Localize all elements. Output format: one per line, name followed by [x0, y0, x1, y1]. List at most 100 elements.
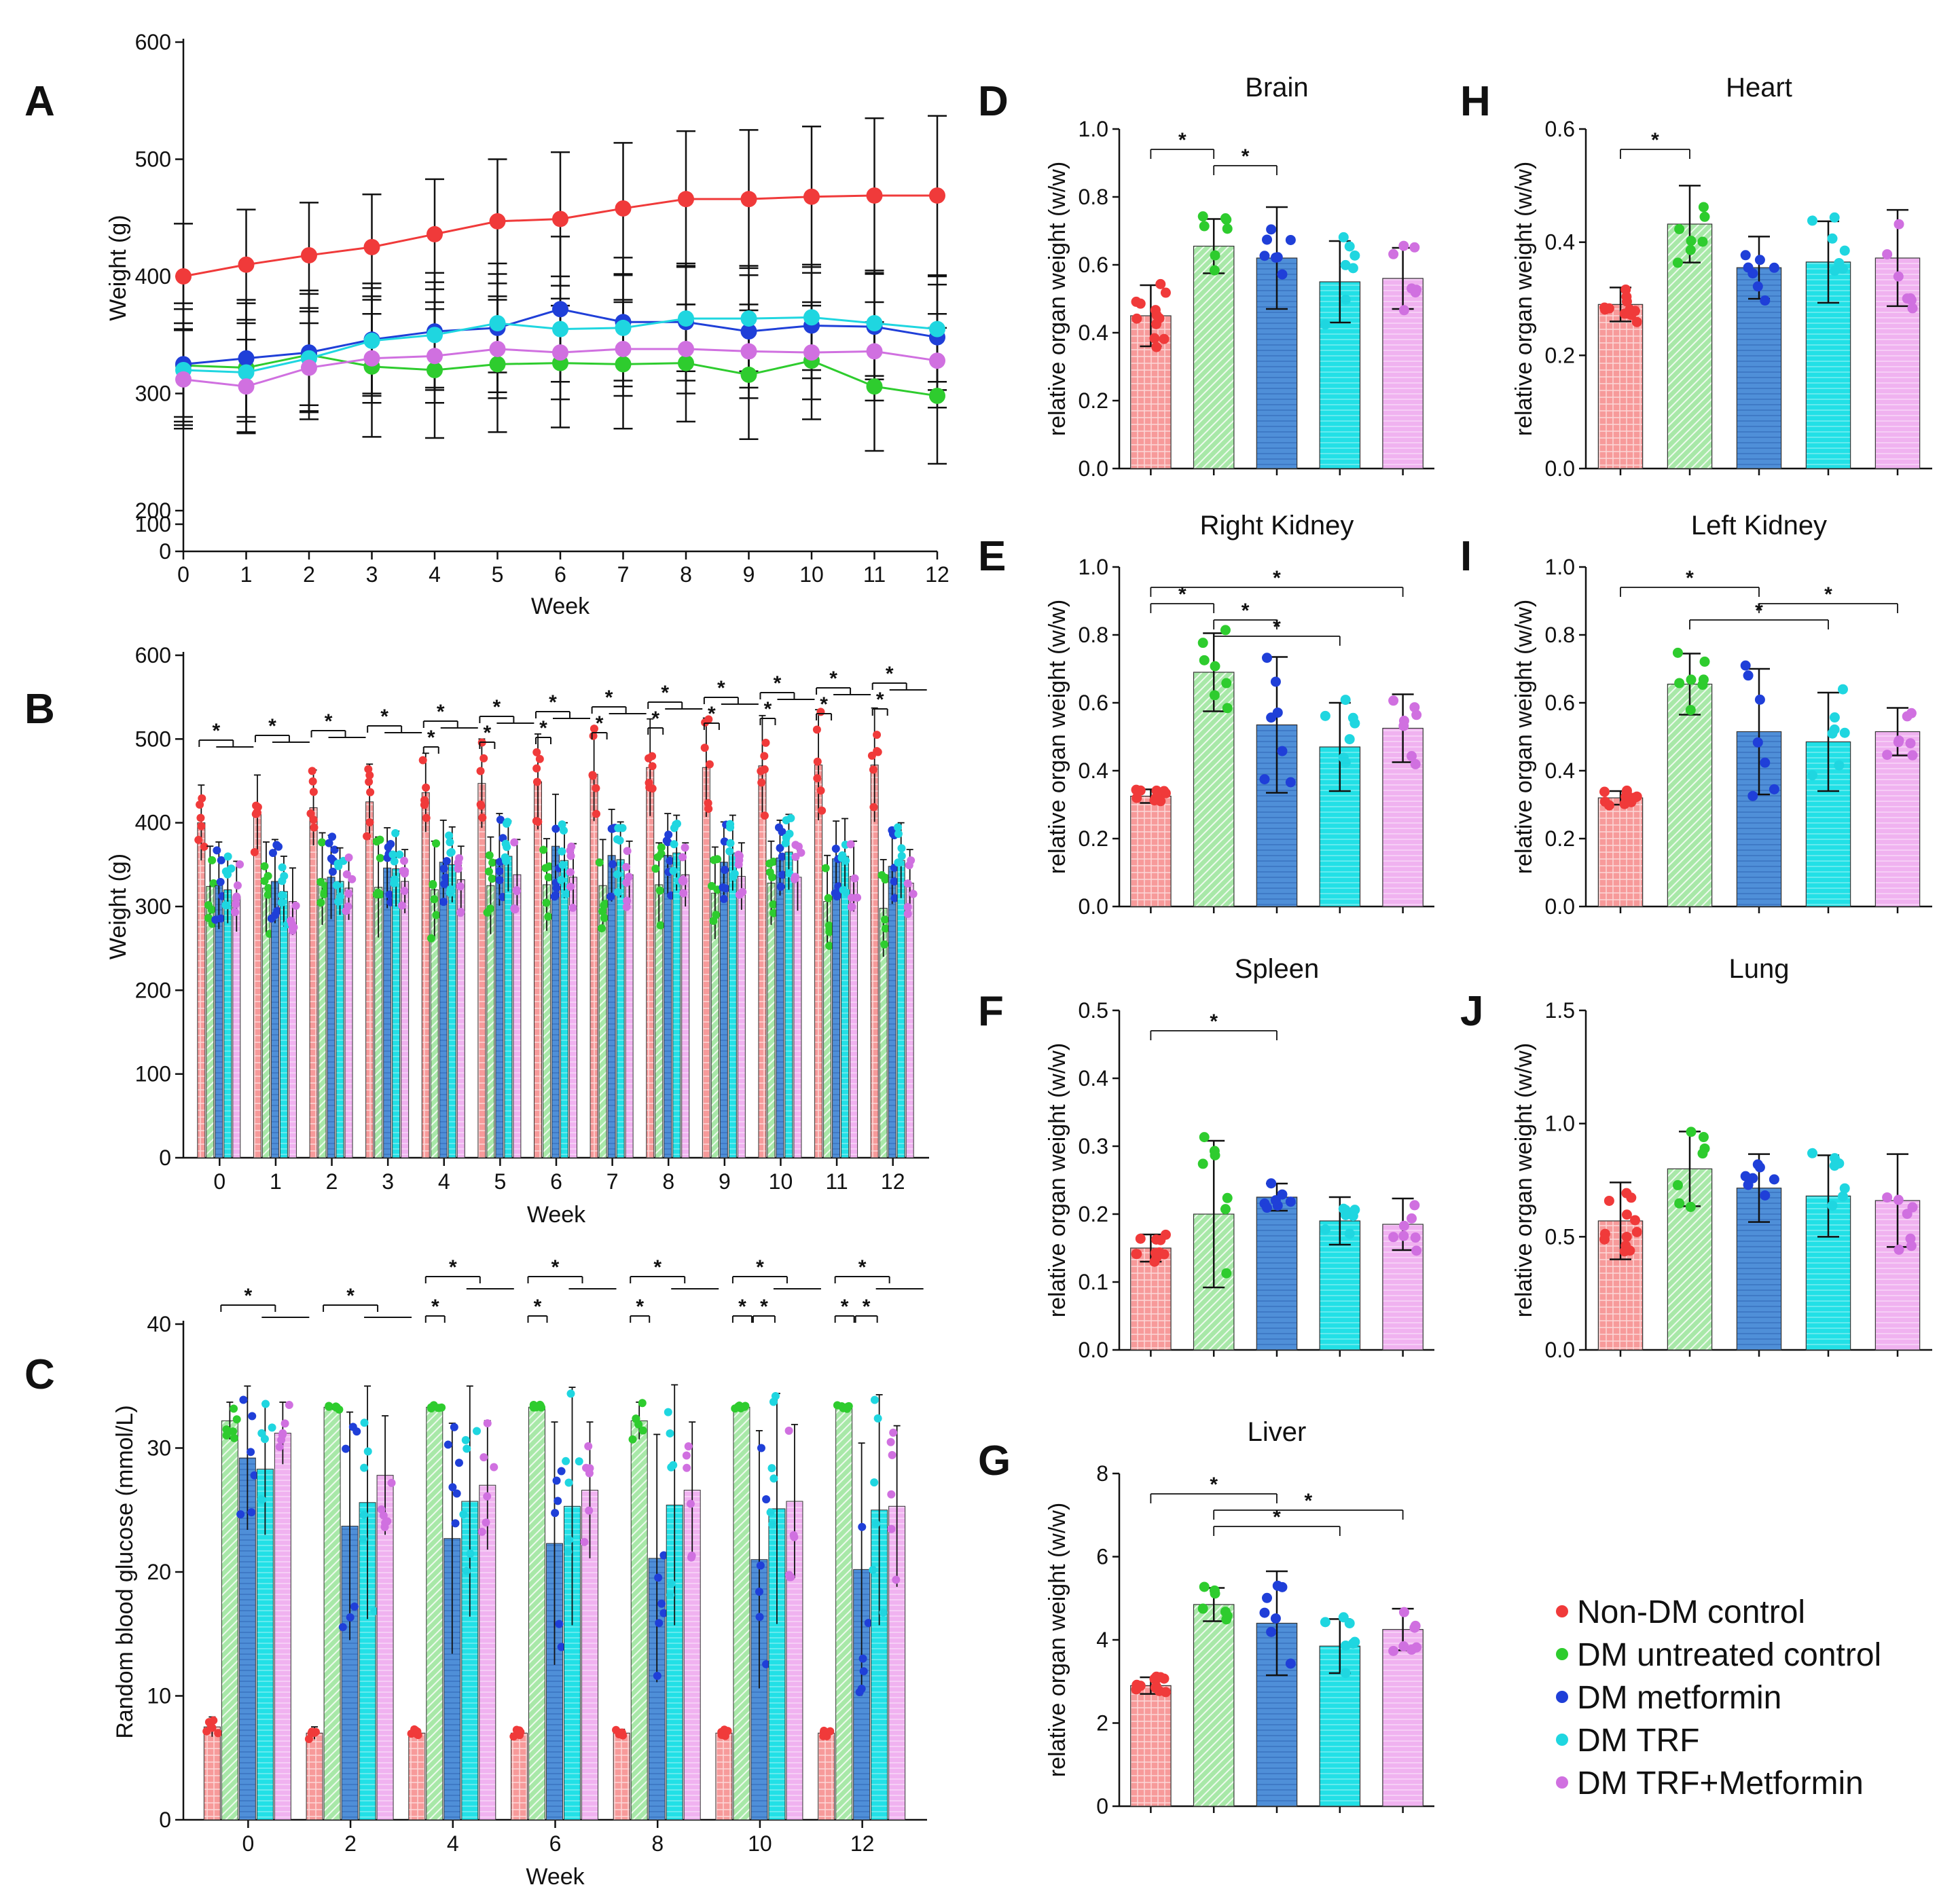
- b-bar-nondm: [253, 813, 261, 1158]
- b-bar-combo: [905, 882, 914, 1158]
- b-bar-combo: [456, 879, 465, 1158]
- b-datapoint-combo: [399, 866, 407, 875]
- b-datapoint-trf: [894, 858, 903, 867]
- b-datapoint-nondm: [648, 784, 657, 793]
- b-datapoint-met: [890, 894, 899, 902]
- b-bar-nondm: [870, 765, 879, 1158]
- org-f-datapoint-combo: [1406, 1213, 1417, 1224]
- c-datapoint-trf: [564, 1548, 573, 1556]
- b-bar-met: [327, 877, 336, 1158]
- b-bar-met: [383, 867, 392, 1158]
- legend-label-met: DM metformin: [1577, 1680, 1781, 1716]
- c-bar-nondm: [818, 1732, 835, 1820]
- b-datapoint-nondm: [700, 744, 709, 752]
- c-datapoint-combo: [278, 1431, 287, 1440]
- org-i-y-axis-title: relative organ weight (w/w): [1511, 600, 1537, 874]
- b-significance-star: *: [437, 701, 445, 723]
- b-x-tick-label: 12: [881, 1169, 905, 1194]
- c-datapoint-nondm: [202, 1727, 211, 1736]
- org-e-significance-star: *: [1273, 567, 1281, 589]
- b-bar-nondm: [197, 822, 206, 1158]
- b-y-tick-label: 200: [135, 978, 171, 1002]
- org-e-datapoint-dm: [1210, 661, 1220, 672]
- b-datapoint-dm: [320, 890, 329, 899]
- b-significance-pair-star: *: [820, 693, 828, 716]
- org-g-datapoint-combo: [1406, 1644, 1417, 1655]
- c-bar-nondm: [306, 1732, 323, 1820]
- org-i-significance-star: *: [1824, 583, 1832, 606]
- org-j-datapoint-trf: [1839, 1183, 1850, 1194]
- b-datapoint-trf: [390, 857, 399, 866]
- org-e-datapoint-trf: [1320, 710, 1330, 721]
- b-bar-nondm: [365, 801, 374, 1158]
- org-h-significance-star: *: [1651, 129, 1659, 151]
- org-i-significance-star: *: [1755, 600, 1763, 622]
- org-e-datapoint-trf: [1338, 752, 1349, 763]
- c-datapoint-combo: [683, 1463, 691, 1472]
- b-datapoint-nondm: [366, 788, 375, 797]
- c-bar-nondm: [511, 1732, 528, 1820]
- b-datapoint-trf: [502, 857, 511, 866]
- b-datapoint-dm: [657, 843, 666, 852]
- c-datapoint-trf: [870, 1395, 879, 1404]
- org-j-datapoint-met: [1760, 1190, 1771, 1201]
- org-d-datapoint-dm: [1222, 223, 1233, 234]
- b-datapoint-trf: [558, 847, 566, 856]
- org-d-datapoint-trf: [1347, 263, 1358, 274]
- c-datapoint-nondm: [304, 1735, 313, 1744]
- b-datapoint-dm: [709, 917, 718, 926]
- b-datapoint-met: [213, 846, 221, 855]
- b-datapoint-dm: [769, 909, 778, 917]
- b-datapoint-nondm: [365, 818, 374, 827]
- c-datapoint-nondm: [826, 1727, 835, 1736]
- b-datapoint-nondm: [198, 794, 206, 803]
- b-datapoint-dm: [208, 856, 217, 864]
- b-datapoint-dm: [600, 913, 609, 922]
- b-datapoint-combo: [342, 907, 350, 915]
- c-datapoint-trf: [667, 1579, 676, 1588]
- b-datapoint-nondm: [310, 823, 319, 832]
- b-datapoint-met: [495, 866, 504, 875]
- b-datapoint-nondm: [760, 765, 769, 774]
- b-datapoint-trf: [729, 873, 738, 881]
- b-datapoint-nondm: [588, 771, 597, 780]
- org-g-datapoint-combo: [1398, 1607, 1409, 1617]
- b-datapoint-nondm: [873, 748, 882, 756]
- a-x-tick-label: 3: [366, 562, 378, 587]
- b-datapoint-combo: [679, 889, 688, 898]
- c-datapoint-dm: [634, 1420, 643, 1429]
- b-datapoint-trf: [894, 823, 903, 832]
- c-datapoint-trf: [664, 1408, 672, 1416]
- c-datapoint-met: [250, 1471, 259, 1480]
- org-d-datapoint-met: [1285, 234, 1296, 245]
- b-datapoint-trf: [278, 891, 287, 900]
- org-d-datapoint-dm: [1209, 265, 1220, 276]
- b-datapoint-nondm: [532, 817, 541, 826]
- org-f-y-tick-label: 0.4: [1079, 1066, 1108, 1091]
- b-datapoint-trf: [726, 839, 735, 847]
- c-datapoint-trf: [257, 1429, 266, 1438]
- org-j-datapoint-trf: [1837, 1191, 1848, 1202]
- b-significance-star: *: [493, 696, 501, 718]
- org-i-datapoint-met: [1740, 660, 1751, 671]
- org-h-datapoint-met: [1752, 281, 1763, 292]
- b-significance-pair-star: *: [764, 698, 772, 720]
- c-datapoint-combo: [886, 1438, 895, 1446]
- org-f-y-tick-label: 0.5: [1079, 998, 1108, 1023]
- c-datapoint-trf: [768, 1520, 777, 1528]
- a-y-tick-label: 600: [135, 30, 171, 54]
- org-i-datapoint-trf: [1829, 712, 1840, 723]
- a-x-tick-label: 6: [554, 562, 566, 587]
- a-point-nondm: [238, 256, 255, 273]
- a-point-combo: [803, 344, 820, 361]
- a-point-dm: [489, 356, 506, 373]
- org-e-datapoint-dm: [1209, 690, 1220, 701]
- b-datapoint-nondm: [309, 788, 318, 797]
- org-i-datapoint-trf: [1827, 728, 1838, 739]
- c-datapoint-trf: [562, 1457, 570, 1465]
- b-datapoint-dm: [655, 886, 664, 895]
- org-h-datapoint-nondm: [1631, 316, 1642, 327]
- org-i-datapoint-met: [1743, 670, 1754, 681]
- b-datapoint-dm: [483, 908, 492, 917]
- a-point-nondm: [803, 188, 820, 205]
